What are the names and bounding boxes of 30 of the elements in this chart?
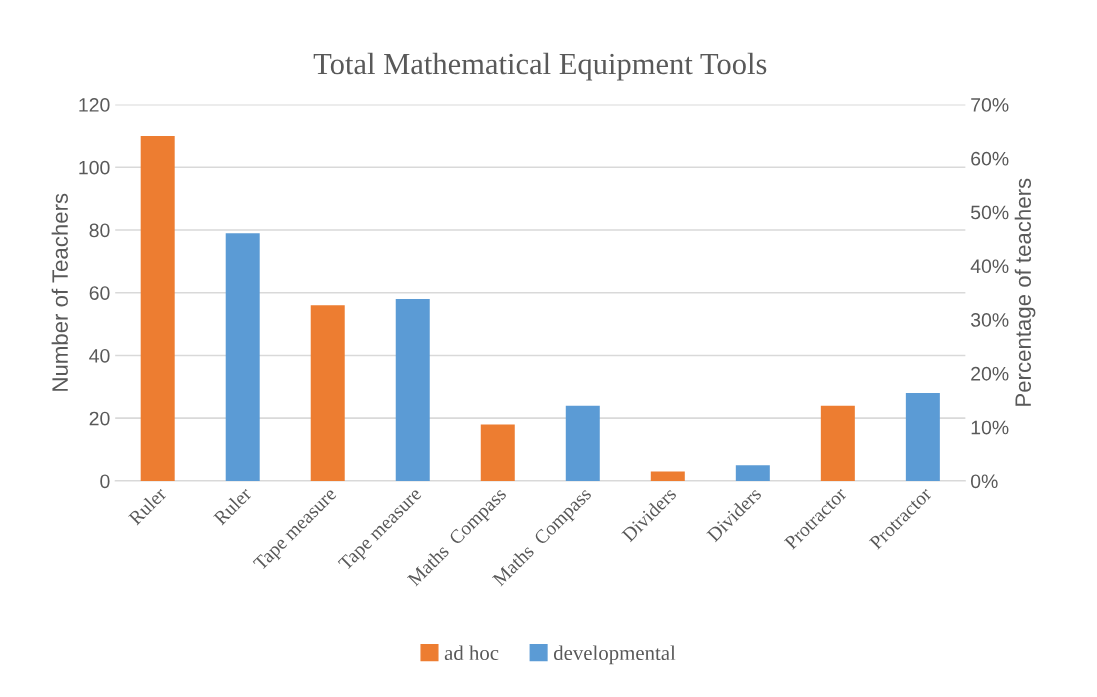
y-tick-label: 100 (79, 160, 110, 175)
y2-tick-label: 70% (971, 98, 1009, 112)
y2-tick-label: 50% (971, 205, 1009, 220)
legend-label: developmental (553, 645, 676, 665)
y2-tick-label: 40% (970, 259, 1009, 274)
y-tick-label: 120 (79, 98, 110, 112)
y-tick-label: 20 (89, 411, 110, 426)
y2-tick-label: 0% (970, 474, 998, 489)
legend-label: ad hoc (444, 645, 499, 661)
y2-tick-label: 60% (971, 151, 1009, 166)
bar (225, 233, 260, 481)
bar (480, 424, 515, 481)
y-tick-label: 40 (89, 348, 110, 363)
bar (310, 305, 345, 481)
bar (820, 405, 855, 481)
y2-tick-label: 10% (971, 420, 1009, 435)
bar (735, 465, 770, 481)
y-tick-label: 80 (89, 223, 110, 238)
bar (140, 135, 175, 481)
y2-tick-label: 20% (971, 366, 1009, 381)
y2-tick-label: 30% (970, 313, 1009, 327)
bar (395, 299, 430, 481)
bar (905, 393, 940, 481)
y-axis-title: Number of Teachers (51, 193, 68, 391)
y-tick-label: 60 (89, 286, 110, 300)
bar (565, 405, 600, 481)
y-tick-label: 0 (100, 474, 110, 489)
bar (650, 471, 685, 481)
chart-title: Total Mathematical Equipment Tools (313, 52, 767, 81)
y2-axis-title: Percentage of teachers (1014, 178, 1036, 406)
